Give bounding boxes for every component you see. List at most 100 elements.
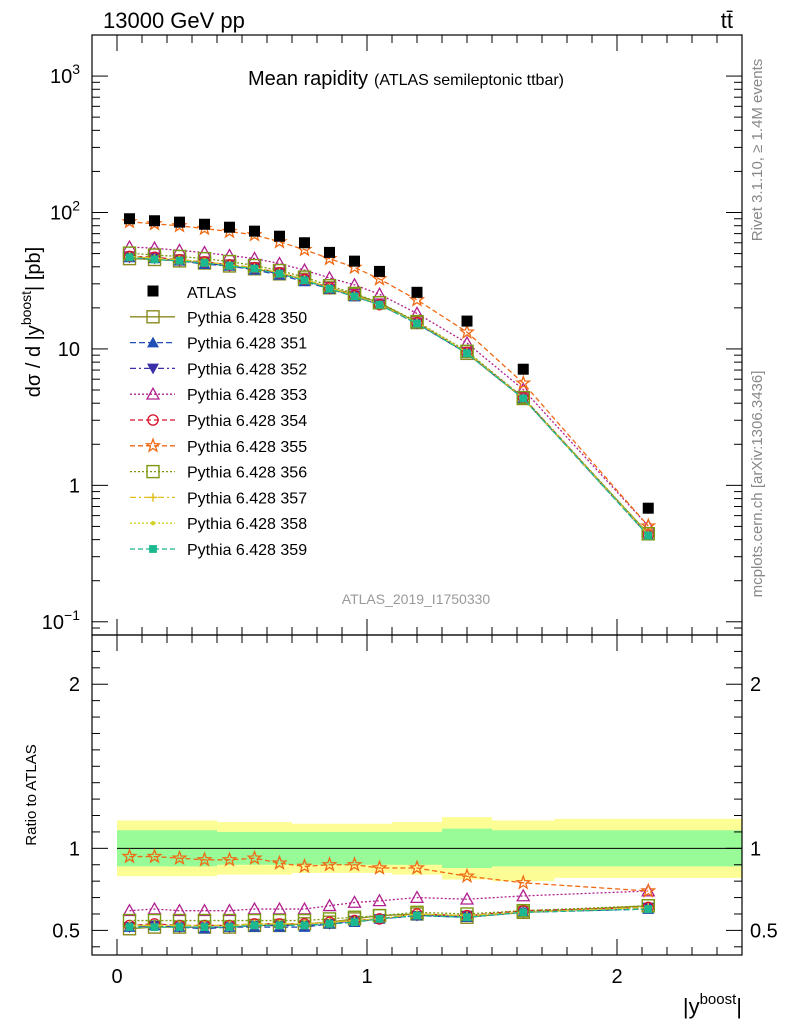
data-point	[517, 363, 529, 375]
legend-entry: Pythia 6.428 351	[130, 336, 307, 353]
ratio-point	[225, 923, 234, 932]
data-point	[249, 225, 260, 237]
series-point	[125, 253, 134, 262]
series-line-ratio	[129, 906, 649, 927]
series-point	[297, 262, 312, 276]
series-point	[372, 286, 387, 300]
data-point	[149, 215, 160, 227]
ratio-point	[346, 856, 363, 872]
ratio-point	[515, 874, 532, 890]
ratio-point	[221, 851, 238, 867]
y-tick-label: 10−1	[42, 607, 80, 634]
legend-marker	[144, 437, 162, 453]
series-point	[272, 256, 287, 270]
series-point	[347, 277, 362, 291]
series-point	[413, 319, 421, 328]
ratio-point	[371, 859, 388, 875]
chart-title: Mean rapidity	[248, 68, 368, 90]
x-axis-label: |yboost|	[683, 991, 742, 1019]
legend-marker	[146, 310, 160, 324]
ratio-point	[321, 856, 338, 872]
legend-label: ATLAS	[187, 285, 237, 302]
ratio-y-axis-label: Ratio to ATLAS	[23, 744, 40, 845]
mcplots-label: mcplots.cern.ch [arXiv:1306.3436]	[749, 371, 766, 598]
legend-label: Pythia 6.428 359	[187, 542, 307, 559]
chart-subtitle: (ATLAS semileptonic ttbar)	[374, 72, 564, 89]
series-point	[200, 259, 209, 267]
ratio-point	[458, 867, 476, 884]
series-point	[325, 285, 334, 293]
ratio-point	[246, 849, 263, 866]
legend-entry: Pythia 6.428 356	[130, 465, 307, 482]
x-tick-label: 2	[611, 966, 622, 988]
ratio-point	[250, 921, 259, 930]
ratio-point	[463, 913, 471, 922]
ratio-point	[196, 851, 213, 867]
series-point	[640, 517, 657, 534]
ratio-point	[121, 847, 138, 864]
ratio-point	[408, 859, 426, 875]
header-process: 13000 GeV pp	[103, 8, 245, 33]
y-tick-label: 102	[50, 197, 80, 224]
series-point	[322, 270, 337, 284]
legend-entry-data: ATLAS	[147, 285, 237, 302]
ratio-point	[322, 898, 337, 912]
data-point	[274, 230, 285, 242]
data-point	[642, 502, 654, 514]
legend-label: Pythia 6.428 350	[187, 310, 307, 327]
legend-marker	[147, 336, 159, 348]
ratio-y-tick-label-left: 1	[69, 838, 80, 860]
ratio-point	[375, 914, 384, 923]
ratio-point	[516, 903, 530, 918]
legend: ATLAS Pythia 6.428 350 Pythia 6.428 351 Pyt…	[130, 285, 307, 559]
series-point	[300, 276, 309, 285]
ratio-point	[296, 857, 313, 874]
series-point	[460, 344, 474, 359]
ratio-point	[350, 918, 359, 927]
legend-label: Pythia 6.428 357	[187, 490, 307, 507]
data-point	[299, 237, 310, 249]
rivet-label: Rivet 3.1.10, ≥ 1.4M events	[749, 59, 766, 242]
series-point	[641, 527, 655, 541]
ratio-point	[325, 919, 334, 928]
series-point	[225, 262, 234, 270]
legend-entry: Pythia 6.428 350	[130, 310, 307, 327]
ratio-point	[641, 883, 656, 897]
ratio-point	[413, 911, 421, 920]
legend-label: Pythia 6.428 352	[187, 361, 307, 378]
data-point	[411, 286, 423, 298]
legend-entry: Pythia 6.428 353	[130, 386, 307, 404]
ratio-point	[150, 923, 159, 932]
legend-entry: Pythia 6.428 352	[130, 361, 307, 378]
ratio-point	[275, 921, 284, 930]
legend-label: Pythia 6.428 351	[187, 336, 307, 353]
series-point	[458, 323, 476, 340]
data-point	[461, 315, 473, 327]
analysis-watermark: ATLAS_2019_I1750330	[342, 591, 491, 607]
legend-marker	[148, 493, 158, 502]
legend-entry: Pythia 6.428 359	[130, 542, 307, 559]
ratio-y-tick-label-right: 0.5	[750, 920, 778, 942]
ratio-point	[519, 908, 528, 917]
ratio-point	[172, 903, 187, 917]
ratio-point	[125, 923, 134, 932]
series-point	[515, 374, 532, 391]
ratio-point	[372, 893, 387, 907]
ratio-point	[297, 901, 312, 915]
series-point	[247, 251, 262, 264]
data-point	[324, 246, 335, 258]
header-final-state: tt̄	[721, 8, 733, 33]
series-line-ratio	[129, 906, 649, 927]
ratio-point	[146, 847, 163, 864]
ratio-y-tick-label-right: 2	[750, 674, 761, 696]
legend-marker	[147, 363, 159, 375]
y-tick-label: 103	[50, 61, 80, 88]
series-point	[409, 306, 425, 319]
series-point	[463, 349, 471, 358]
series-point	[519, 394, 528, 403]
ratio-point	[347, 895, 362, 908]
ratio-point	[640, 882, 657, 898]
legend-marker	[145, 386, 161, 400]
